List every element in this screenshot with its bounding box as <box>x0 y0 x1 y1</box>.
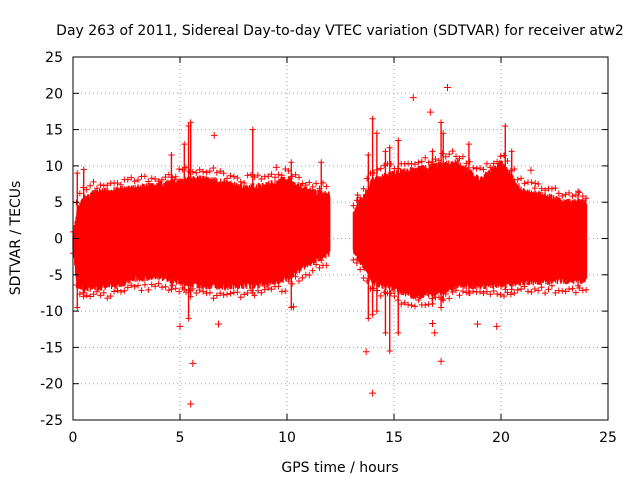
data-spike-cap <box>382 329 389 336</box>
y-tick-label: 20 <box>45 86 63 102</box>
data-spike-cap <box>465 289 472 296</box>
data-spike-cap <box>440 297 447 304</box>
data-spike-cap <box>187 119 194 126</box>
data-spike-cap <box>365 315 372 322</box>
data-point <box>362 348 370 356</box>
y-tick-label: 0 <box>54 232 63 248</box>
data-spike-cap <box>440 130 447 137</box>
data-spike-cap <box>288 159 295 166</box>
data-spike-cap <box>181 141 188 148</box>
data-spike-cap <box>185 315 192 322</box>
data-spike-cap <box>438 304 445 311</box>
data-point <box>215 320 223 328</box>
data-spike-cap <box>369 311 376 318</box>
data-spike-cap <box>508 286 515 293</box>
data-spike-cap <box>508 148 515 155</box>
data-spike-cap <box>395 137 402 144</box>
tick-layer: 0 5 10 15 20 25 -25 -20 -15 -10 -5 0 5 10 15 20 25 <box>40 50 617 446</box>
y-tick-label: -25 <box>40 413 63 429</box>
y-axis-title: SDTVAR / TECUs <box>8 181 24 296</box>
y-tick-label: -10 <box>40 304 63 320</box>
grid-layer <box>73 57 608 420</box>
data-spike-cap <box>187 293 194 300</box>
data-point <box>527 166 535 174</box>
y-tick-label: 10 <box>45 159 63 175</box>
data-point <box>431 329 439 337</box>
data-point <box>272 163 280 171</box>
chart-title: Day 263 of 2011, Sidereal Day-to-day VTE… <box>56 23 624 39</box>
data-spike-cap <box>74 304 81 311</box>
y-tick-label: 15 <box>45 123 63 139</box>
x-tick-label: 20 <box>492 430 510 446</box>
data-point <box>189 359 197 367</box>
data-point <box>576 210 584 218</box>
data-point <box>409 94 417 102</box>
data-spike-cap <box>249 126 256 133</box>
data-spike-cap <box>438 119 445 126</box>
data-point <box>289 303 297 311</box>
data-point <box>210 131 218 139</box>
data-spike-cap <box>395 329 402 336</box>
data-point <box>437 357 445 365</box>
data-spike-cap <box>465 141 472 148</box>
data-spike-cap <box>181 286 188 293</box>
data-spike-cap <box>80 166 87 173</box>
data-spike-cap <box>369 115 376 122</box>
data-point <box>429 319 437 327</box>
y-tick-label: -20 <box>40 377 63 393</box>
data-spike-cap <box>168 286 175 293</box>
data-point <box>176 322 184 330</box>
data-point <box>531 179 539 187</box>
y-tick-label: -5 <box>49 268 63 284</box>
data-spike-cap <box>373 130 380 137</box>
x-tick-label: 25 <box>599 430 617 446</box>
x-axis-title: GPS time / hours <box>281 460 398 476</box>
x-tick-label: 5 <box>176 430 185 446</box>
data-point <box>493 322 501 330</box>
data-spike-cap <box>318 257 325 264</box>
data-spike-cap <box>354 191 361 198</box>
data-spike-cap <box>365 152 372 159</box>
data-spike-cap <box>502 286 509 293</box>
data-point <box>426 108 434 116</box>
data-spike-cap <box>74 170 81 177</box>
data-spike-cap <box>429 148 436 155</box>
data-spike-cap <box>168 152 175 159</box>
data-point <box>187 400 195 408</box>
data-spike-cap <box>354 255 361 262</box>
data-spike-cap <box>429 300 436 307</box>
data-spike-cap <box>502 122 509 129</box>
y-tick-label: 25 <box>45 50 63 66</box>
x-tick-label: 15 <box>385 430 403 446</box>
data-spike-cap <box>386 144 393 151</box>
data-spike-cap <box>373 308 380 315</box>
y-tick-label: -15 <box>40 340 63 356</box>
data-point <box>369 389 377 397</box>
x-tick-label: 0 <box>69 430 78 446</box>
data-point <box>473 320 481 328</box>
data-spike-cap <box>386 348 393 355</box>
data-spike-cap <box>249 289 256 296</box>
data-spike-cap <box>80 293 87 300</box>
y-tick-label: 5 <box>54 195 63 211</box>
data-spike-cap <box>575 188 582 195</box>
data-spike-cap <box>382 148 389 155</box>
data-spike-cap <box>575 282 582 289</box>
data-point <box>444 83 451 91</box>
x-tick-label: 10 <box>278 430 296 446</box>
data-layer <box>70 83 590 408</box>
data-band <box>352 159 588 300</box>
data-spike-cap <box>318 159 325 166</box>
